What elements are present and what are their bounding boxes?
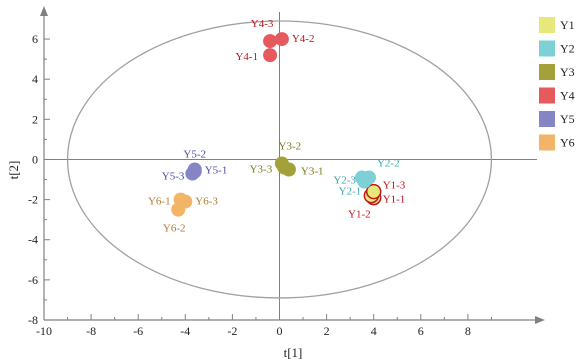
legend-label-y2: Y2: [560, 42, 575, 56]
data-point-y3-3: [277, 160, 292, 175]
y-tick-label: 2: [32, 112, 38, 126]
y-tick-label: 4: [32, 72, 38, 86]
confidence-ellipse: [66, 20, 493, 299]
data-point-y6-3: [178, 194, 193, 209]
y-tick-label: 6: [32, 32, 38, 46]
legend-label-y3: Y3: [560, 65, 575, 79]
x-tick-label: 2: [324, 324, 330, 338]
legend-swatch-y1: [539, 17, 555, 33]
x-tick-label: -4: [180, 324, 190, 338]
legend-label-y4: Y4: [560, 89, 575, 103]
point-label-y3-2: Y3-2: [279, 140, 302, 152]
y-tick-label: -6: [28, 273, 38, 287]
y-axis-title: t[2]: [6, 161, 21, 180]
x-tick-label: 0: [277, 324, 283, 338]
x-axis-title: t[1]: [284, 345, 303, 360]
legend-swatch-y4: [539, 87, 555, 104]
legend: Y1 Y2 Y3 Y4 Y5 Y6: [539, 17, 575, 151]
data-point-y5-3: [185, 166, 200, 181]
legend-label-y6: Y6: [560, 136, 575, 150]
x-tick-label: -10: [36, 324, 52, 338]
point-label-y2-3: Y2-3: [333, 175, 356, 187]
y-tick-label: -4: [28, 233, 38, 247]
x-axis-arrow: [535, 316, 545, 324]
x-tick-label: 6: [418, 324, 424, 338]
data-point-y4-3: [263, 34, 278, 49]
point-label-y5-3: Y5-3: [162, 171, 185, 183]
point-label-y2-2: Y2-2: [377, 158, 400, 170]
point-label-y3-1: Y3-1: [301, 166, 324, 178]
legend-label-y5: Y5: [560, 112, 575, 126]
point-label-y1-1: Y1-1: [383, 194, 406, 206]
legend-swatch-y5: [539, 111, 555, 127]
point-label-y6-2: Y6-2: [163, 223, 186, 235]
data-point-y4-1: [263, 48, 278, 63]
point-label-y3-3: Y3-3: [250, 163, 273, 175]
legend-swatch-y3: [539, 64, 555, 80]
point-label-y4-2: Y4-2: [292, 33, 315, 45]
y-tick-label: -8: [28, 313, 38, 327]
y-tick-label: -2: [28, 193, 38, 207]
point-label-y2-1: Y2-1: [339, 186, 362, 198]
confidence-ellipse-layer: [66, 20, 493, 299]
x-tick-label: 4: [371, 324, 377, 338]
point-label-y5-2: Y5-2: [183, 149, 206, 161]
point-label-y4-3: Y4-3: [251, 18, 274, 30]
legend-swatch-y2: [539, 40, 555, 57]
point-label-y5-1: Y5-1: [205, 165, 228, 177]
x-tick-label: -6: [133, 324, 143, 338]
point-label-y4-1: Y4-1: [235, 51, 258, 63]
x-tick-label: -2: [227, 324, 237, 338]
data-points-layer: [171, 32, 382, 217]
data-point-y4-2: [274, 32, 289, 47]
data-point-y1-3: [365, 183, 382, 200]
legend-swatch-y6: [539, 134, 555, 151]
point-label-y6-1: Y6-1: [148, 196, 171, 208]
point-label-y1-2: Y1-2: [348, 209, 371, 221]
point-labels-layer: Y1-1 Y1-2 Y1-3 Y2-1 Y2-2 Y2-3 Y3-1 Y3-2 Y3-3 Y4-1…: [148, 18, 406, 235]
point-label-y6-3: Y6-3: [195, 196, 218, 208]
point-label-y1-3: Y1-3: [383, 180, 406, 192]
data-point-y2-3: [354, 170, 369, 185]
x-tick-label: -8: [86, 324, 96, 338]
y-axis-arrow: [40, 6, 48, 16]
y-tick-label: 0: [32, 152, 38, 166]
x-tick-label: 8: [465, 324, 471, 338]
legend-label-y1: Y1: [560, 18, 575, 32]
